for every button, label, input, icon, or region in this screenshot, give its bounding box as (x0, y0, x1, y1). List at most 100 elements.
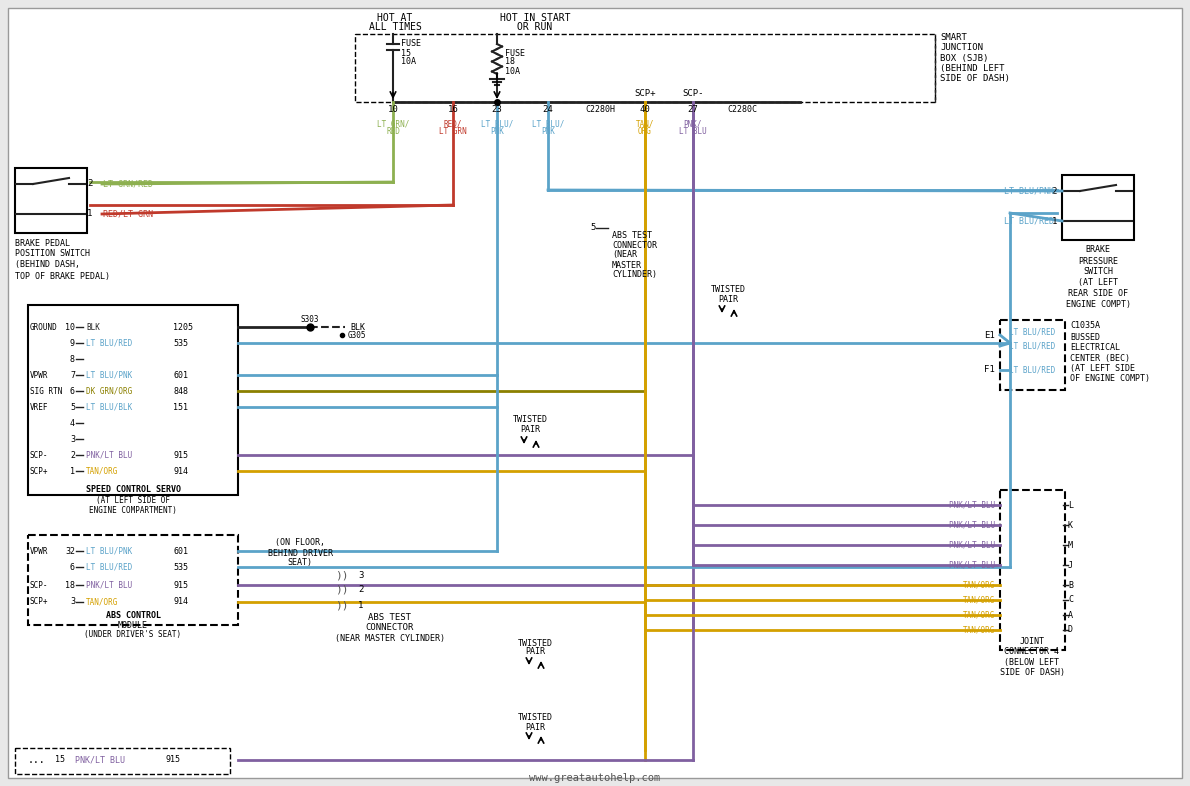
Text: LT BLU/BLK: LT BLU/BLK (86, 402, 132, 412)
Text: LT BLU/: LT BLU/ (532, 119, 564, 128)
Text: CONNECTOR: CONNECTOR (612, 241, 657, 249)
Text: 5: 5 (70, 402, 75, 412)
Text: (NEAR MASTER CYLINDER): (NEAR MASTER CYLINDER) (336, 634, 445, 642)
Text: SMART: SMART (940, 34, 966, 42)
Text: LT BLU/RED: LT BLU/RED (1009, 341, 1056, 351)
Text: PNK: PNK (541, 127, 555, 137)
Text: MASTER: MASTER (612, 260, 641, 270)
Text: SIDE OF DASH): SIDE OF DASH) (940, 74, 1010, 83)
Text: 915: 915 (173, 450, 188, 460)
Text: PNK/LT BLU: PNK/LT BLU (948, 501, 995, 509)
Text: 914: 914 (173, 467, 188, 476)
Text: OR RUN: OR RUN (518, 22, 552, 32)
Text: OF ENGINE COMPT): OF ENGINE COMPT) (1070, 373, 1150, 383)
Text: 15: 15 (55, 755, 65, 765)
Text: )): )) (336, 570, 349, 580)
Text: TAN/ORG: TAN/ORG (963, 611, 995, 619)
Text: 535: 535 (173, 339, 188, 347)
Text: PNK/LT BLU: PNK/LT BLU (948, 541, 995, 549)
Text: 10A: 10A (505, 67, 520, 75)
Text: (BEHIND DASH,: (BEHIND DASH, (15, 260, 80, 270)
Text: PNK/: PNK/ (684, 119, 702, 128)
Text: 2: 2 (1052, 186, 1057, 196)
Text: 18: 18 (505, 57, 515, 67)
Text: 601: 601 (173, 546, 188, 556)
Text: PNK/LT BLU: PNK/LT BLU (86, 581, 132, 590)
Text: TOP OF BRAKE PEDAL): TOP OF BRAKE PEDAL) (15, 271, 109, 281)
Text: 914: 914 (173, 597, 188, 607)
Text: BRAKE: BRAKE (1085, 245, 1110, 255)
Text: SCP+: SCP+ (634, 90, 656, 98)
Text: BOX (SJB): BOX (SJB) (940, 53, 989, 63)
Text: 7: 7 (70, 370, 75, 380)
Text: (UNDER DRIVER'S SEAT): (UNDER DRIVER'S SEAT) (84, 630, 182, 640)
Text: 23: 23 (491, 105, 502, 115)
Text: RED/: RED/ (444, 119, 462, 128)
Text: )): )) (336, 600, 349, 610)
Text: JUNCTION: JUNCTION (940, 43, 983, 53)
Text: PAIR: PAIR (718, 296, 738, 304)
Text: LT GRN/RED: LT GRN/RED (104, 179, 154, 189)
Text: CYLINDER): CYLINDER) (612, 270, 657, 280)
Text: J: J (1067, 560, 1073, 570)
Text: TAN/ORG: TAN/ORG (963, 581, 995, 590)
Bar (29, 535, 238, 625)
Text: 151: 151 (173, 402, 188, 412)
Text: 32: 32 (65, 546, 75, 556)
Text: TWISTED: TWISTED (518, 714, 552, 722)
Text: LT GRN/: LT GRN/ (377, 119, 409, 128)
Text: F1: F1 (984, 365, 995, 374)
Text: LT GRN: LT GRN (439, 127, 466, 137)
Text: S303: S303 (301, 314, 319, 324)
Text: ELECTRICAL: ELECTRICAL (1070, 343, 1120, 352)
Text: 2: 2 (87, 179, 93, 189)
Text: ABS TEST: ABS TEST (612, 230, 652, 240)
Text: ...: ... (29, 755, 45, 765)
Text: 10A: 10A (401, 57, 416, 67)
Text: LT BLU: LT BLU (679, 127, 707, 137)
Text: TAN/ORG: TAN/ORG (86, 597, 118, 607)
Text: C1035A: C1035A (1070, 321, 1100, 329)
Text: LT BLU/RED: LT BLU/RED (1009, 328, 1056, 336)
Text: FUSE: FUSE (505, 49, 525, 57)
Text: PNK/LT BLU: PNK/LT BLU (948, 520, 995, 530)
Text: VPWR: VPWR (30, 370, 49, 380)
Text: ALL TIMES: ALL TIMES (369, 22, 421, 32)
Text: C2280C: C2280C (727, 105, 757, 115)
Text: (AT LEFT SIDE OF: (AT LEFT SIDE OF (96, 497, 170, 505)
Text: 15: 15 (401, 49, 411, 57)
Text: ENGINE COMPT): ENGINE COMPT) (1065, 300, 1130, 310)
Text: GROUND: GROUND (30, 322, 58, 332)
Text: 6: 6 (70, 387, 75, 395)
Text: SCP-: SCP- (30, 581, 49, 590)
Text: A: A (1067, 611, 1073, 619)
Text: C: C (1067, 596, 1073, 604)
Text: 16: 16 (447, 105, 458, 115)
Text: 1: 1 (358, 601, 363, 609)
Text: E1: E1 (984, 330, 995, 340)
Text: 848: 848 (173, 387, 188, 395)
Text: 5: 5 (590, 223, 596, 233)
Text: REAR SIDE OF: REAR SIDE OF (1067, 289, 1128, 299)
Bar (29, 305, 238, 495)
Text: LT BLU/: LT BLU/ (481, 119, 513, 128)
Text: LT BLU/RED: LT BLU/RED (1009, 365, 1056, 374)
Text: RED/LT GRN: RED/LT GRN (104, 210, 154, 219)
Text: PAIR: PAIR (525, 648, 545, 656)
Bar (1000, 490, 1065, 650)
Text: PRESSURE: PRESSURE (1078, 256, 1117, 266)
Text: PNK: PNK (490, 127, 503, 137)
Text: PAIR: PAIR (525, 722, 545, 732)
Text: TAN/: TAN/ (635, 119, 654, 128)
Text: 601: 601 (173, 370, 188, 380)
Text: DK GRN/ORG: DK GRN/ORG (86, 387, 132, 395)
Text: VPWR: VPWR (30, 546, 49, 556)
Text: 535: 535 (173, 563, 188, 571)
Text: SIG RTN: SIG RTN (30, 387, 62, 395)
Text: PAIR: PAIR (520, 425, 540, 435)
Text: 40: 40 (640, 105, 651, 115)
Text: BLK: BLK (86, 322, 100, 332)
Text: ABS TEST: ABS TEST (369, 614, 412, 623)
Bar (15, 168, 87, 233)
Text: TWISTED: TWISTED (518, 638, 552, 648)
